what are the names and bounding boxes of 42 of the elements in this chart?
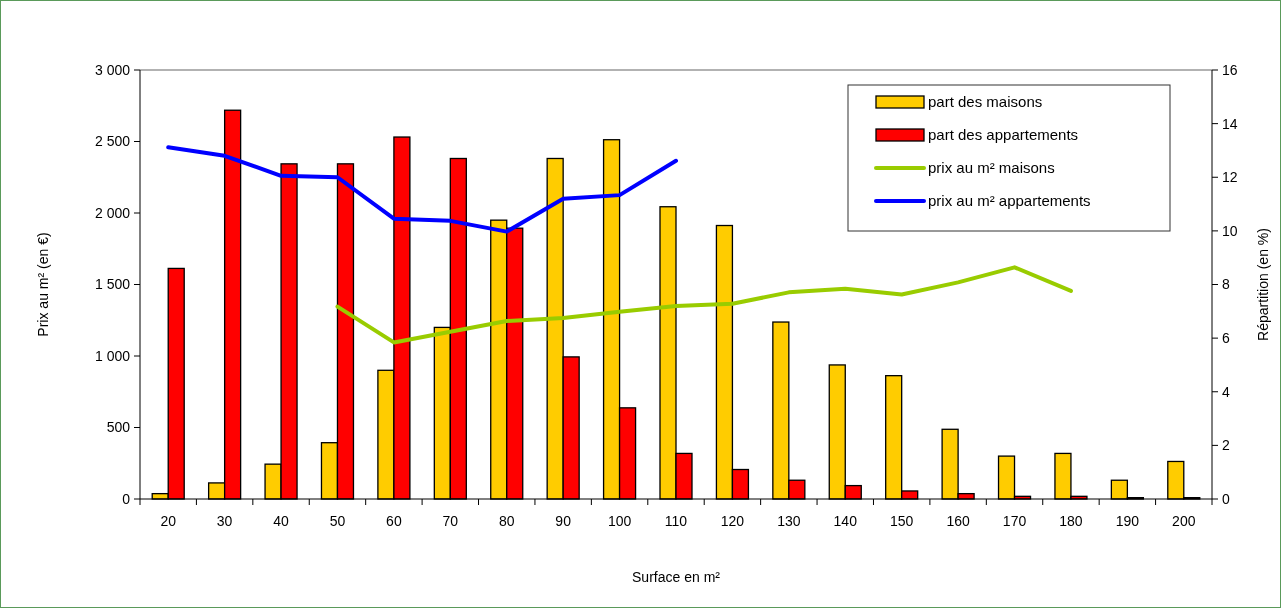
x-tick-label: 180 <box>1059 513 1083 529</box>
x-tick-label: 40 <box>273 513 290 529</box>
y-tick-label: 1 500 <box>94 276 131 293</box>
y-tick-label: 2 500 <box>94 133 131 150</box>
x-tick-label: 70 <box>442 513 459 529</box>
x-tick-label: 150 <box>890 513 914 529</box>
y2-tick-label: 14 <box>1222 115 1238 132</box>
x-tick-label: 120 <box>720 513 745 529</box>
y2-axis-title: Répartition (en %) <box>1255 228 1271 341</box>
y2-tick-label: 4 <box>1222 383 1230 400</box>
y-axis-title: Prix au m² (en €) <box>35 232 51 337</box>
y2-tick-label: 10 <box>1222 222 1238 239</box>
y-tick-label: 3 000 <box>94 61 131 78</box>
x-tick-label: 90 <box>555 513 572 529</box>
x-tick-label: 20 <box>160 513 177 529</box>
legend-label: prix au m² appartements <box>928 192 1091 210</box>
legend-label: part des maisons <box>928 93 1043 111</box>
legend-label: prix au m² maisons <box>928 159 1055 177</box>
x-tick-label: 200 <box>1172 513 1196 529</box>
x-tick-label: 160 <box>946 513 970 529</box>
legend-label: part des appartements <box>928 126 1079 144</box>
y-tick-label: 500 <box>106 419 131 436</box>
y2-tick-label: 16 <box>1222 61 1238 78</box>
x-tick-label: 110 <box>664 513 688 529</box>
y2-tick-label: 0 <box>1222 490 1230 507</box>
x-tick-label: 100 <box>607 513 632 529</box>
x-tick-label: 130 <box>777 513 801 529</box>
y2-tick-label: 8 <box>1222 276 1230 293</box>
x-tick-label: 30 <box>216 513 233 529</box>
y2-tick-label: 2 <box>1222 437 1230 454</box>
x-axis-title: Surface en m² <box>632 569 721 585</box>
x-tick-label: 50 <box>329 513 346 529</box>
y2-tick-label: 12 <box>1222 169 1238 186</box>
x-tick-label: 60 <box>386 513 402 529</box>
y-tick-label: 1 000 <box>94 347 131 364</box>
x-tick-label: 140 <box>833 513 858 529</box>
y2-tick-label: 6 <box>1222 330 1230 347</box>
x-tick-label: 190 <box>1115 513 1140 529</box>
y-tick-label: 0 <box>122 490 131 507</box>
y-tick-label: 2 000 <box>94 204 131 221</box>
x-tick-label: 170 <box>1002 513 1027 529</box>
x-tick-label: 80 <box>498 513 515 529</box>
